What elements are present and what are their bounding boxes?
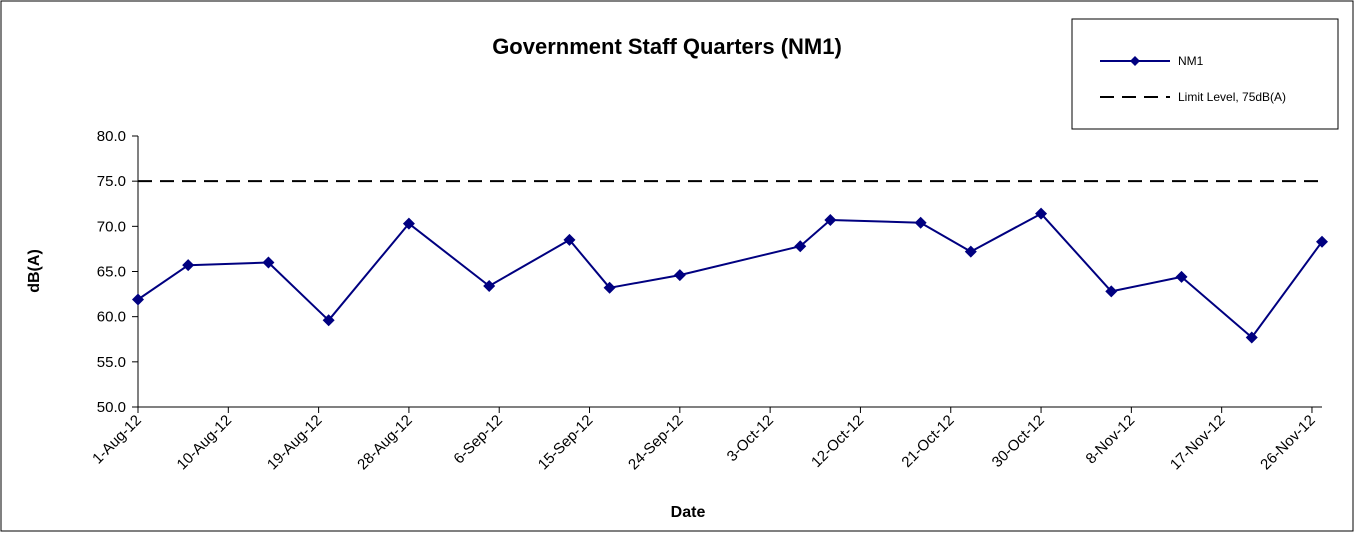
data-point [1245,331,1258,344]
y-tick-label: 70.0 [97,218,126,235]
data-point [322,314,335,327]
y-axis-title: dB(A) [26,249,43,293]
legend-label-nm1: NM1 [1178,54,1204,68]
data-point [603,281,616,294]
data-point [483,279,496,292]
y-tick-label: 55.0 [97,354,126,371]
data-point [1105,285,1118,298]
data-point [262,256,275,269]
data-point [964,245,977,258]
legend-items: NM1 Limit Level, 75dB(A) [1100,54,1286,104]
x-axis-title: Date [671,504,706,521]
data-point [673,269,686,282]
data-point [563,233,576,246]
y-tick-label: 65.0 [97,264,126,281]
data-point [914,216,927,229]
data-point [1175,270,1188,283]
legend-box [1071,18,1339,130]
legend-marker-nm1 [1130,56,1140,66]
data-point [132,293,144,306]
data-point [824,214,837,227]
data-point [182,259,195,272]
data-point [794,240,807,253]
legend-label-limit: Limit Level, 75dB(A) [1178,90,1286,104]
y-tick-label: 80.0 [97,128,126,145]
legend: NM1 Limit Level, 75dB(A) [1071,18,1339,130]
y-tick-label: 75.0 [97,173,126,190]
series-line-nm1 [137,212,1323,339]
y-tick-label: 60.0 [97,309,126,326]
y-tick-label: 50.0 [97,399,126,416]
data-point [1316,235,1328,248]
chart-title: Government Staff Quarters (NM1) [492,34,842,59]
data-point [1035,207,1048,220]
series-layer [132,207,1328,344]
data-point [402,217,415,230]
